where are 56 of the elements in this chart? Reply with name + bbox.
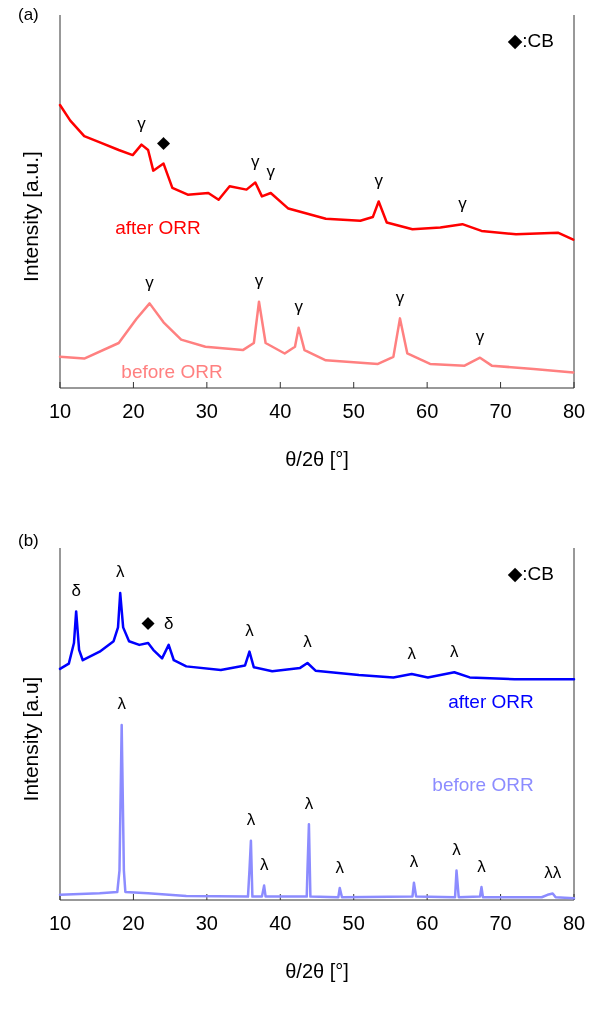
x-axis-title: θ/2θ [°] <box>285 960 349 982</box>
annotation: λ <box>450 641 460 661</box>
annotation: ◆ <box>157 133 171 153</box>
annotation: γ <box>475 327 485 347</box>
annotation: λλ <box>544 863 562 883</box>
x-tick-label: 10 <box>48 912 72 934</box>
annotation: λ <box>245 621 255 641</box>
x-tick-label: 40 <box>269 400 292 422</box>
x-tick-label: 40 <box>269 912 292 934</box>
annotation: λ <box>304 793 314 813</box>
x-tick-label: 60 <box>416 400 439 422</box>
annotation: λ <box>477 856 487 876</box>
text: ◆:CB <box>507 30 554 51</box>
x-tick-label: 80 <box>562 400 586 422</box>
x-tick-label: 20 <box>122 912 145 934</box>
annotation: γ <box>266 162 276 182</box>
annotation: λ <box>407 643 417 663</box>
annotation: λ <box>303 632 313 652</box>
annotation: λ <box>117 694 127 714</box>
annotation: λ <box>452 840 462 860</box>
annotation: λ <box>246 810 256 830</box>
annotation: λ <box>259 855 269 875</box>
chart-title: (b) <box>18 531 39 550</box>
x-tick-label: 50 <box>342 400 365 422</box>
series-label: before ORR <box>121 361 223 383</box>
annotation: δ <box>163 614 174 634</box>
chart-title: (a) <box>18 5 39 24</box>
x-tick-label: 80 <box>562 912 586 934</box>
x-tick-label: 10 <box>48 400 72 422</box>
x-tick-label: 50 <box>342 912 365 934</box>
annotation: γ <box>137 114 147 134</box>
y-axis-title: Intensity [a.u.] <box>19 151 42 282</box>
text: before ORR <box>432 774 534 796</box>
series-label: after ORR <box>115 217 201 239</box>
x-tick-label: 60 <box>416 912 439 934</box>
series-label: after ORR <box>448 691 534 713</box>
annotation: ◆ <box>141 612 156 632</box>
x-tick-label: 70 <box>489 400 512 422</box>
annotation: γ <box>145 272 155 292</box>
x-tick-label: 30 <box>195 912 218 934</box>
annotation: γ <box>458 193 468 213</box>
annotation: γ <box>395 287 405 307</box>
annotation: γ <box>254 271 264 291</box>
annotation: δ <box>71 580 81 600</box>
x-tick-label: 30 <box>195 400 218 422</box>
x-tick-label: 70 <box>489 912 512 934</box>
text: ◆:CB <box>507 563 554 584</box>
x-axis-title: θ/2θ [°] <box>285 448 349 470</box>
annotation: γ <box>374 170 384 190</box>
x-tick-label: 20 <box>122 400 145 422</box>
annotation: λ <box>115 562 125 582</box>
annotation: γ <box>251 152 261 172</box>
annotation: γ <box>294 297 304 317</box>
annotation: λ <box>335 857 345 877</box>
y-axis-title: Intensity [a.u] <box>19 676 42 802</box>
annotation: λ <box>409 852 419 872</box>
